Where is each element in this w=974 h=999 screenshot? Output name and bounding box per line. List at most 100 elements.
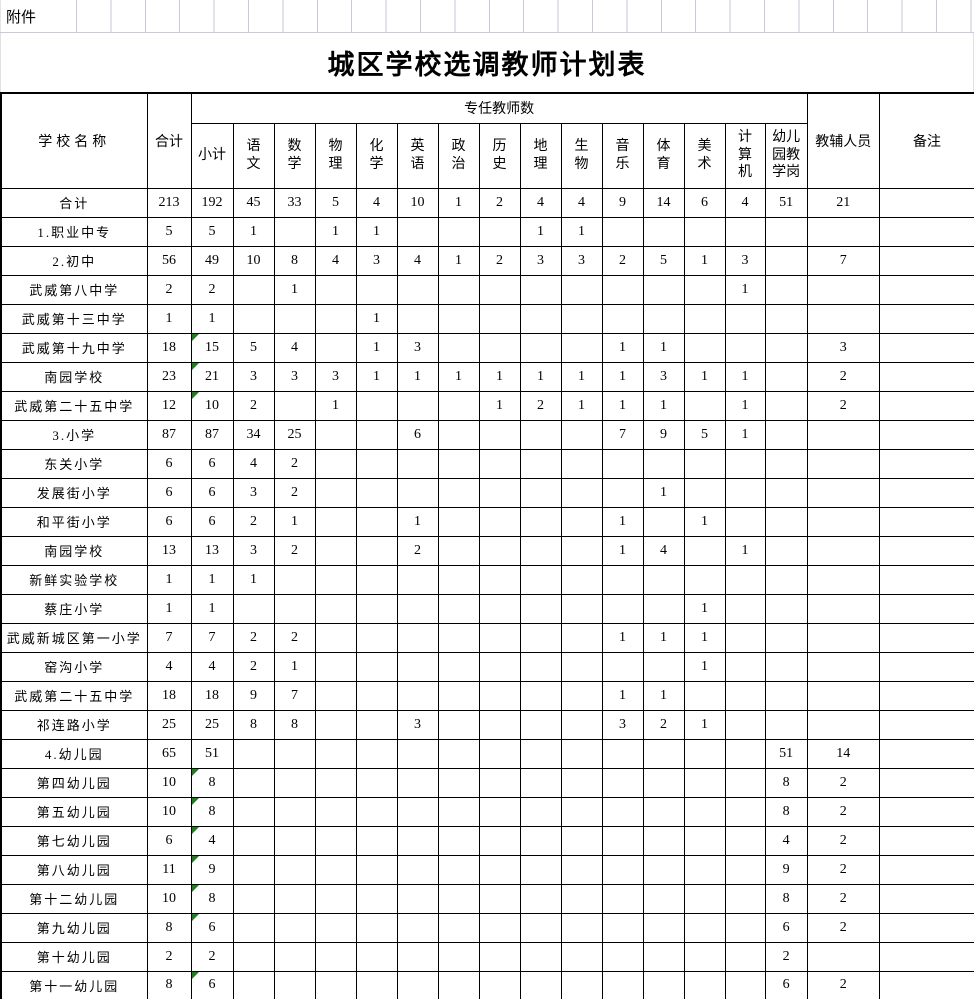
value-cell[interactable] — [764, 506, 808, 537]
value-cell[interactable] — [764, 361, 808, 392]
value-cell[interactable] — [314, 941, 357, 972]
column-header-subject-1[interactable]: 语 文 — [232, 122, 275, 189]
value-cell[interactable]: 1 — [642, 477, 685, 508]
column-header-subject-3[interactable]: 物 理 — [314, 122, 357, 189]
value-cell[interactable]: 1 — [683, 361, 726, 392]
value-cell[interactable]: 2 — [396, 535, 439, 566]
value-cell-with-error-marker[interactable]: 6 — [190, 970, 234, 999]
value-cell[interactable]: 8 — [273, 709, 316, 740]
sheet-empty-cells[interactable] — [77, 0, 974, 32]
value-cell[interactable] — [683, 941, 726, 972]
value-cell[interactable] — [478, 622, 521, 653]
value-cell[interactable]: 1 — [232, 564, 275, 595]
value-cell[interactable] — [355, 854, 398, 885]
value-cell[interactable]: 11 — [146, 854, 192, 885]
value-cell[interactable] — [878, 274, 974, 305]
value-cell[interactable] — [519, 651, 562, 682]
value-cell[interactable] — [601, 825, 644, 856]
value-cell[interactable]: 2 — [806, 883, 880, 914]
value-cell[interactable] — [314, 274, 357, 305]
school-name-cell[interactable]: 第五幼儿园 — [0, 796, 148, 827]
value-cell[interactable]: 1 — [642, 390, 685, 421]
value-cell[interactable] — [437, 622, 480, 653]
value-cell[interactable]: 1 — [683, 245, 726, 276]
value-cell[interactable] — [273, 854, 316, 885]
value-cell[interactable] — [232, 912, 275, 943]
value-cell[interactable] — [437, 709, 480, 740]
school-name-cell[interactable]: 蔡庄小学 — [0, 593, 148, 624]
value-cell[interactable]: 7 — [806, 245, 880, 276]
value-cell[interactable]: 2 — [601, 245, 644, 276]
value-cell[interactable] — [314, 477, 357, 508]
value-cell[interactable] — [396, 390, 439, 421]
value-cell[interactable] — [232, 274, 275, 305]
value-cell[interactable] — [519, 448, 562, 479]
value-cell[interactable] — [724, 651, 766, 682]
value-cell[interactable] — [683, 274, 726, 305]
value-cell[interactable] — [878, 825, 974, 856]
value-cell[interactable]: 3 — [806, 332, 880, 363]
value-cell[interactable]: 8 — [273, 245, 316, 276]
value-cell[interactable] — [478, 825, 521, 856]
value-cell-with-error-marker[interactable]: 8 — [190, 883, 234, 914]
value-cell[interactable] — [878, 970, 974, 999]
value-cell[interactable] — [396, 564, 439, 595]
value-cell[interactable]: 33 — [273, 187, 316, 218]
value-cell[interactable] — [560, 941, 603, 972]
value-cell[interactable]: 1 — [683, 651, 726, 682]
value-cell[interactable] — [273, 593, 316, 624]
value-cell[interactable] — [437, 854, 480, 885]
value-cell[interactable] — [764, 332, 808, 363]
value-cell[interactable]: 1 — [560, 361, 603, 392]
value-cell[interactable]: 1 — [601, 361, 644, 392]
value-cell[interactable]: 6 — [764, 970, 808, 999]
value-cell[interactable] — [683, 796, 726, 827]
value-cell[interactable]: 45 — [232, 187, 275, 218]
column-header-total[interactable]: 合计 — [146, 92, 192, 189]
value-cell[interactable] — [273, 883, 316, 914]
value-cell[interactable] — [764, 390, 808, 421]
value-cell[interactable]: 9 — [232, 680, 275, 711]
value-cell[interactable]: 87 — [146, 419, 192, 450]
value-cell[interactable] — [601, 738, 644, 769]
value-cell[interactable]: 1 — [724, 390, 766, 421]
value-cell[interactable] — [764, 709, 808, 740]
value-cell[interactable] — [355, 941, 398, 972]
value-cell[interactable] — [878, 216, 974, 247]
value-cell[interactable]: 7 — [146, 622, 192, 653]
column-header-subject-14[interactable]: 幼儿 园教 学岗 — [764, 122, 808, 189]
value-cell[interactable] — [878, 303, 974, 334]
value-cell[interactable]: 49 — [190, 245, 234, 276]
value-cell[interactable]: 1 — [190, 303, 234, 334]
value-cell[interactable] — [878, 796, 974, 827]
value-cell[interactable] — [273, 796, 316, 827]
value-cell[interactable] — [437, 419, 480, 450]
value-cell[interactable] — [560, 477, 603, 508]
value-cell[interactable] — [273, 825, 316, 856]
value-cell[interactable]: 4 — [560, 187, 603, 218]
value-cell[interactable] — [806, 303, 880, 334]
value-cell[interactable] — [314, 767, 357, 798]
school-name-cell[interactable]: 第十二幼儿园 — [0, 883, 148, 914]
value-cell[interactable] — [478, 883, 521, 914]
value-cell[interactable] — [724, 564, 766, 595]
value-cell[interactable]: 3 — [232, 477, 275, 508]
value-cell[interactable] — [519, 477, 562, 508]
value-cell[interactable]: 87 — [190, 419, 234, 450]
value-cell[interactable]: 56 — [146, 245, 192, 276]
value-cell[interactable]: 10 — [396, 187, 439, 218]
value-cell[interactable] — [396, 825, 439, 856]
value-cell[interactable]: 2 — [232, 390, 275, 421]
value-cell[interactable]: 1 — [601, 506, 644, 537]
value-cell[interactable] — [396, 680, 439, 711]
value-cell[interactable]: 3 — [601, 709, 644, 740]
value-cell[interactable]: 1 — [519, 216, 562, 247]
value-cell[interactable]: 7 — [273, 680, 316, 711]
value-cell[interactable] — [355, 709, 398, 740]
value-cell[interactable] — [519, 912, 562, 943]
value-cell[interactable]: 1 — [724, 274, 766, 305]
value-cell[interactable] — [878, 854, 974, 885]
school-name-cell[interactable]: 合计 — [0, 187, 148, 218]
value-cell[interactable]: 2 — [642, 709, 685, 740]
value-cell[interactable]: 1 — [273, 651, 316, 682]
